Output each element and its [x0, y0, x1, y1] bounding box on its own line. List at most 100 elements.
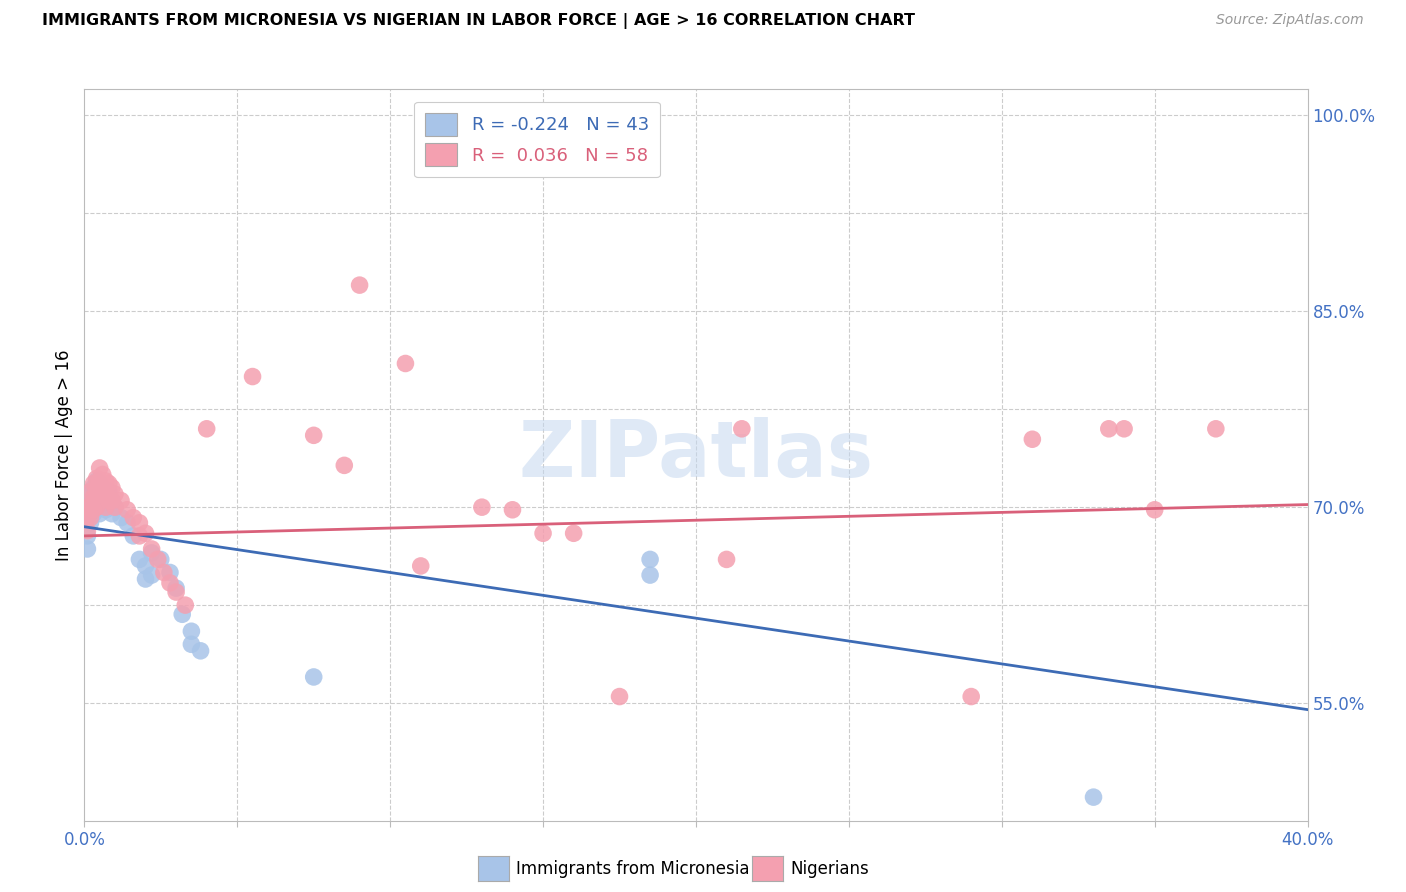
Point: [333, 458, 356, 473]
Text: ZIPatlas: ZIPatlas: [519, 417, 873, 493]
Point: [115, 516, 138, 530]
Point: [76, 510, 98, 524]
Point: [471, 500, 494, 515]
Point: [609, 690, 631, 704]
Point: [76, 524, 98, 538]
Point: [76, 541, 98, 556]
Point: [101, 481, 124, 495]
Point: [531, 526, 554, 541]
Point: [110, 493, 132, 508]
Point: [79, 487, 101, 501]
Point: [94, 500, 117, 515]
Point: [731, 422, 754, 436]
Point: [122, 510, 145, 524]
Point: [97, 476, 120, 491]
Point: [149, 552, 172, 566]
Text: Immigrants from Micronesia: Immigrants from Micronesia: [516, 860, 749, 878]
Point: [141, 541, 163, 556]
Point: [86, 500, 108, 515]
Point: [97, 498, 120, 512]
Point: [79, 510, 101, 524]
Text: Source: ZipAtlas.com: Source: ZipAtlas.com: [1216, 13, 1364, 28]
Point: [91, 481, 114, 495]
Point: [76, 500, 98, 515]
Point: [104, 500, 127, 515]
Point: [638, 552, 661, 566]
Point: [97, 484, 120, 499]
Legend: R = -0.224   N = 43, R =  0.036   N = 58: R = -0.224 N = 43, R = 0.036 N = 58: [413, 102, 659, 178]
Point: [89, 507, 111, 521]
Point: [91, 467, 114, 482]
Point: [89, 474, 111, 488]
Point: [128, 516, 150, 530]
Text: Nigerians: Nigerians: [790, 860, 869, 878]
Point: [153, 566, 176, 580]
Point: [1021, 432, 1043, 446]
Point: [960, 690, 983, 704]
Point: [101, 493, 124, 508]
Point: [135, 558, 157, 573]
Point: [89, 476, 111, 491]
Point: [562, 526, 585, 541]
Point: [79, 500, 101, 515]
Point: [89, 493, 111, 508]
Y-axis label: In Labor Force | Age > 16: In Labor Force | Age > 16: [55, 349, 73, 561]
Point: [94, 474, 117, 488]
Point: [159, 566, 181, 580]
Point: [159, 576, 181, 591]
Point: [86, 484, 108, 499]
Point: [141, 568, 163, 582]
Point: [195, 422, 218, 436]
Point: [165, 585, 187, 599]
Point: [1083, 790, 1105, 805]
Point: [94, 487, 117, 501]
Point: [83, 481, 105, 495]
Point: [91, 500, 114, 515]
Point: [104, 500, 127, 515]
Point: [409, 558, 432, 573]
Point: [83, 490, 105, 504]
Point: [638, 568, 661, 582]
Point: [128, 552, 150, 566]
Point: [79, 484, 101, 499]
Point: [502, 503, 524, 517]
Point: [165, 581, 187, 595]
Point: [86, 474, 108, 488]
Point: [97, 493, 120, 508]
Point: [135, 526, 157, 541]
Point: [79, 516, 101, 530]
Point: [242, 369, 264, 384]
Point: [89, 461, 111, 475]
Point: [86, 500, 108, 515]
Point: [115, 503, 138, 517]
Point: [349, 278, 371, 293]
Point: [122, 529, 145, 543]
Point: [146, 552, 169, 566]
Point: [190, 644, 212, 658]
Point: [101, 507, 124, 521]
Point: [83, 476, 105, 491]
Point: [716, 552, 738, 566]
Point: [110, 510, 132, 524]
Point: [180, 624, 202, 639]
Point: [1114, 422, 1136, 436]
Point: [76, 507, 98, 521]
Point: [128, 529, 150, 543]
Point: [1143, 503, 1166, 517]
Point: [1098, 422, 1121, 436]
Text: IMMIGRANTS FROM MICRONESIA VS NIGERIAN IN LABOR FORCE | AGE > 16 CORRELATION CHA: IMMIGRANTS FROM MICRONESIA VS NIGERIAN I…: [42, 13, 915, 29]
Point: [394, 357, 416, 371]
Point: [83, 507, 105, 521]
Point: [86, 471, 108, 485]
Point: [302, 670, 325, 684]
Point: [1205, 422, 1227, 436]
Point: [94, 487, 117, 501]
Point: [135, 572, 157, 586]
Point: [104, 487, 127, 501]
Point: [180, 637, 202, 651]
Point: [302, 428, 325, 442]
Point: [94, 503, 117, 517]
Point: [86, 487, 108, 501]
Point: [91, 481, 114, 495]
Point: [83, 493, 105, 508]
